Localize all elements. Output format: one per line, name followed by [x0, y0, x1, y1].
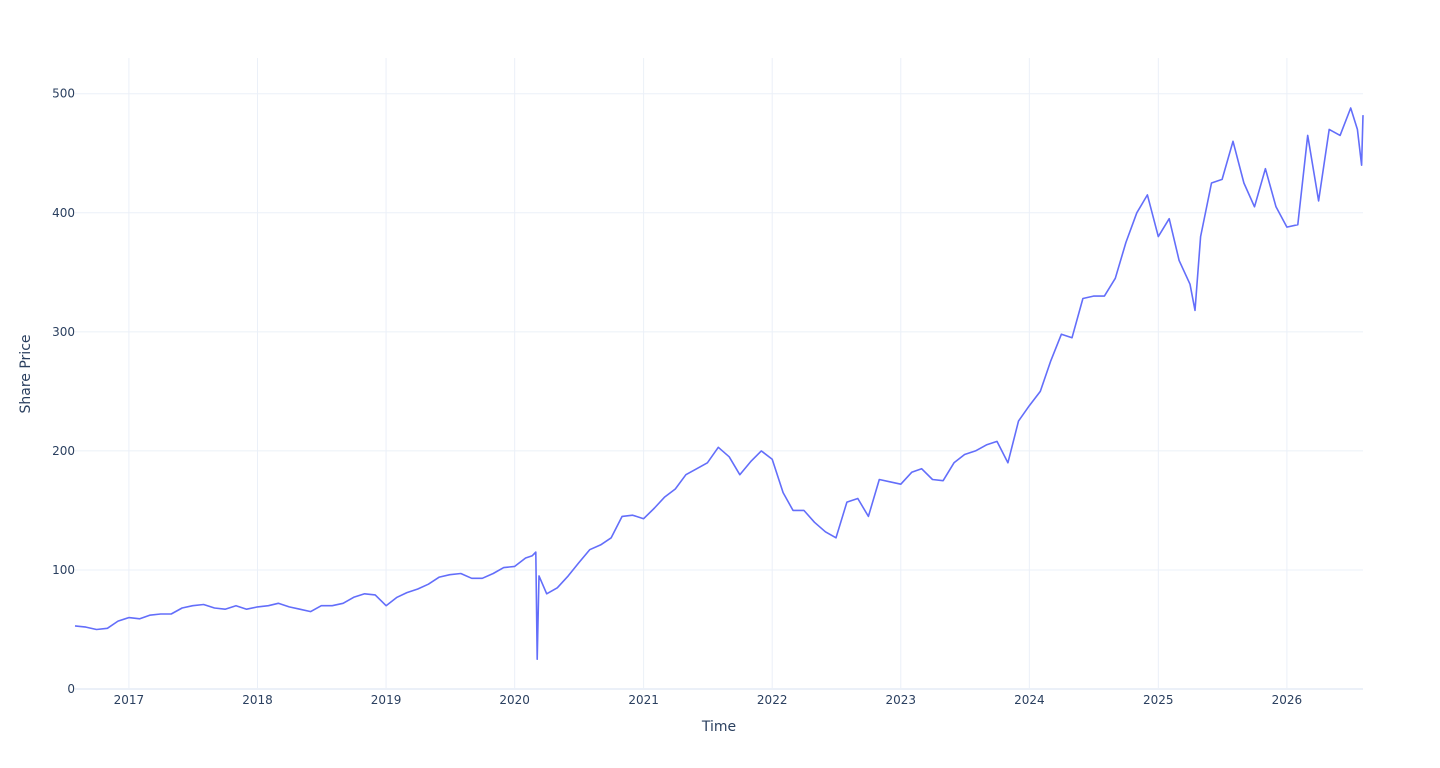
tick-layer: 0 100 200 300 400 500 2017 2018 2019 2020 2021 2022… [52, 87, 1302, 707]
y-axis-title: Share Price [18, 334, 34, 413]
x-tick-label: 2022 [757, 693, 788, 707]
x-tick-label: 2023 [886, 693, 917, 707]
y-tick-label: 500 [52, 87, 75, 101]
x-tick-label: 2017 [114, 693, 145, 707]
x-tick-label: 2024 [1014, 693, 1045, 707]
x-tick-label: 2026 [1272, 693, 1303, 707]
y-tick-label: 200 [52, 444, 75, 458]
x-tick-label: 2018 [242, 693, 273, 707]
y-tick-label: 0 [67, 682, 75, 696]
x-tick-label: 2020 [499, 693, 530, 707]
x-tick-label: 2019 [371, 693, 402, 707]
y-tick-label: 100 [52, 563, 75, 577]
series-layer [74, 107, 1364, 660]
y-tick-label: 400 [52, 206, 75, 220]
y-tick-label: 300 [52, 325, 75, 339]
x-tick-label: 2025 [1143, 693, 1174, 707]
grid-layer [75, 58, 1363, 690]
x-tick-label: 2021 [628, 693, 659, 707]
price-series-line [74, 107, 1364, 660]
x-axis-title: Time [701, 719, 736, 735]
